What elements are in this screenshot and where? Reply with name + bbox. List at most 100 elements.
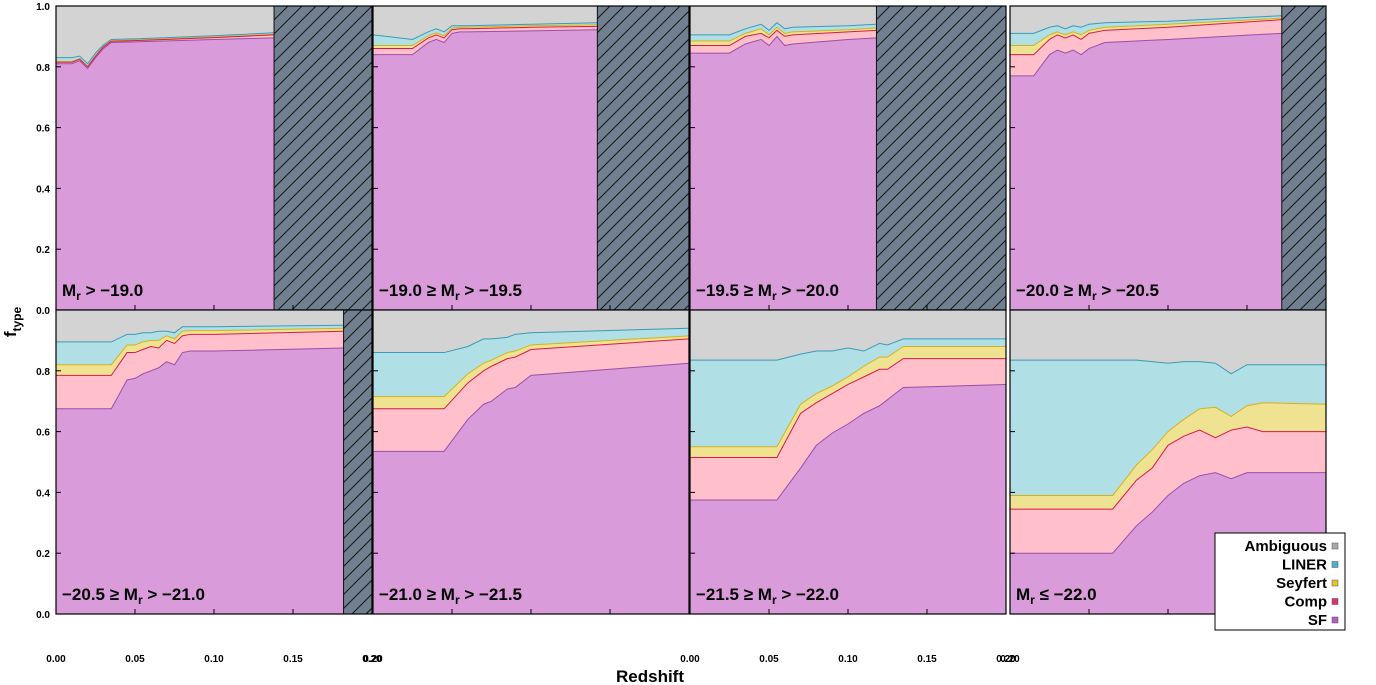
panel-2: −19.0 ≥ Mr > −19.5 [372, 5, 690, 311]
boundary-liner-panel-2 [373, 22, 598, 40]
boundary-comp-panel-5 [56, 330, 344, 376]
legend-label-comp: Comp [1285, 594, 1328, 611]
boundary-comp-panel-7 [690, 358, 1006, 458]
boundary-seyfert-panel-8 [1010, 402, 1326, 496]
x-tick-label: 0.00 [680, 654, 700, 665]
legend-marker-seyfert [1331, 579, 1339, 587]
y-tick-label: 0.8 [36, 367, 50, 378]
panel-label-5: −20.5 ≥ Mr > −21.0 [62, 585, 205, 607]
panel-label-subscript: r [772, 289, 777, 303]
x-axis-title: Redshift [616, 667, 684, 685]
boundary-seyfert-panel-4 [1010, 17, 1282, 47]
boundary-liner-panel-8 [1010, 359, 1326, 375]
y-tick-label: 0.2 [36, 245, 50, 256]
area-sf-panel-1 [56, 37, 275, 310]
panel-label-subscript: r [455, 593, 460, 607]
boundary-liner-panel-7 [690, 338, 1006, 361]
boundary-sf-panel-8 [1010, 472, 1326, 554]
x-tick-label: 0.15 [283, 654, 303, 665]
boundary-sf-panel-5 [56, 347, 344, 410]
x-tick-label: 0.15 [917, 654, 937, 665]
boundary-comp-panel-2 [373, 25, 598, 50]
panel-label-text: −20.5 ≥ M [62, 585, 138, 604]
panel-label-subscript: r [1030, 593, 1035, 607]
boundary-comp-panel-4 [1010, 19, 1282, 56]
area-sf-panel-4 [1010, 33, 1282, 310]
panel-label-6: −21.0 ≥ Mr > −21.5 [379, 585, 522, 607]
panel-label-subscript: r [455, 289, 460, 303]
x-tick-label: 0.10 [204, 654, 224, 665]
legend-box [1214, 532, 1346, 631]
x-tick-label: 0.10 [838, 654, 858, 665]
boundary-liner-panel-4 [1010, 15, 1282, 34]
y-tick-label: 0.0 [36, 610, 50, 621]
panel-label-text: > −21.0 [143, 585, 205, 604]
boundary-seyfert-panel-3 [690, 26, 877, 42]
y-tick-label: 0.4 [36, 488, 50, 499]
boundary-liner-panel-5 [56, 324, 344, 343]
legend-marker-sf [1331, 616, 1339, 624]
panel-label-text: M [1016, 585, 1030, 604]
y-tick-label: 0.0 [36, 306, 50, 317]
boundary-seyfert-panel-2 [373, 24, 598, 47]
boundary-comp-panel-8 [1010, 426, 1326, 510]
y-axis-title-sub: type [10, 307, 24, 332]
boundary-comp-panel-6 [373, 338, 689, 410]
panel-label-text: > −22.0 [777, 585, 839, 604]
panel-label-4: −20.0 ≥ Mr > −20.5 [1016, 281, 1159, 303]
boundary-sf-panel-2 [373, 29, 598, 56]
panel-label-subscript: r [76, 289, 81, 303]
boundary-liner-panel-6 [373, 327, 689, 354]
legend-label-liner: LINER [1282, 557, 1327, 574]
panel-3: −19.5 ≥ Mr > −20.0 [689, 5, 1007, 311]
panel-label-text: > −19.0 [81, 281, 143, 300]
y-tick-label: 0.4 [36, 184, 50, 195]
y-axis-title-main: f [1, 331, 20, 337]
boundary-sf-panel-3 [690, 35, 877, 54]
area-sf-panel-7 [690, 384, 1006, 614]
panel-label-text: −21.5 ≥ M [696, 585, 772, 604]
area-sf-panel-2 [373, 29, 598, 310]
panel-label-7: −21.5 ≥ Mr > −22.0 [696, 585, 839, 607]
area-sf-panel-3 [690, 36, 877, 310]
x-tick-label: 0.05 [125, 654, 145, 665]
boundary-seyfert-panel-5 [56, 327, 344, 366]
excluded-region-hatch-panel-3 [875, 6, 1006, 310]
panel-label-text: −19.5 ≥ M [696, 281, 772, 300]
panel-label-subscript: r [1092, 289, 1097, 303]
legend-label-sf: SF [1308, 612, 1327, 629]
panel-label-text: ≤ −22.0 [1035, 585, 1097, 604]
y-tick-label: 0.6 [36, 124, 50, 135]
boundary-liner-panel-1 [56, 32, 275, 65]
excluded-region-hatch-panel-1 [273, 6, 372, 310]
legend-marker-liner [1331, 561, 1339, 568]
x-tick-label: 0.20 [362, 654, 382, 665]
boundary-comp-panel-3 [690, 29, 877, 47]
boundary-seyfert-panel-7 [690, 345, 1006, 448]
panel-label-subscript: r [138, 593, 143, 607]
panel-4: −20.0 ≥ Mr > −20.5 [1009, 5, 1327, 311]
panel-1: Mr > −19.0 [55, 5, 373, 311]
x-tick-label: 0.20 [996, 654, 1016, 665]
x-tick-label: 0.05 [759, 654, 779, 665]
panel-label-text: −21.0 ≥ M [379, 585, 455, 604]
y-tick-label: 0.6 [36, 428, 50, 439]
legend-label-ambiguous: Ambiguous [1245, 538, 1328, 555]
boundary-sf-panel-7 [690, 383, 1006, 501]
excluded-region-hatch-panel-5 [343, 310, 372, 614]
panel-label-3: −19.5 ≥ Mr > −20.0 [696, 281, 839, 303]
legend-marker-comp [1331, 598, 1339, 605]
x-tick-label: 0.20 [1000, 654, 1020, 665]
panel-label-1: Mr > −19.0 [62, 281, 143, 303]
area-sf-panel-5 [56, 348, 344, 614]
panel-label-text: −20.0 ≥ M [1016, 281, 1092, 300]
y-axis-title: ftype [1, 307, 24, 338]
legend-label-seyfert: Seyfert [1276, 575, 1327, 592]
boundary-seyfert-panel-6 [373, 335, 689, 398]
panel-label-text: −19.0 ≥ M [379, 281, 455, 300]
y-tick-label: 1.0 [36, 2, 50, 13]
panel-label-text: M [62, 281, 76, 300]
boundary-liner-panel-3 [690, 22, 877, 36]
panel-label-text: > −20.0 [777, 281, 839, 300]
